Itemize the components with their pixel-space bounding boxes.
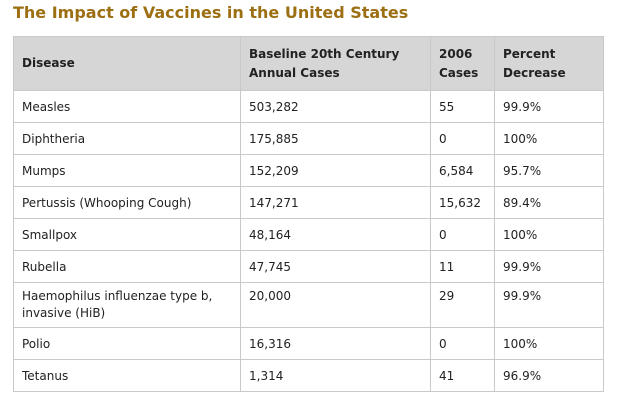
percent-decrease-cell: 96.9% bbox=[494, 359, 604, 392]
disease-cell: Measles bbox=[13, 90, 241, 123]
cases-2006-cell: 11 bbox=[430, 250, 495, 283]
cases-2006-cell: 6,584 bbox=[430, 154, 495, 187]
percent-decrease-cell: 89.4% bbox=[494, 186, 604, 219]
percent-decrease-cell: 99.9% bbox=[494, 90, 604, 123]
table-row: Polio 16,316 0 100% bbox=[13, 327, 604, 360]
page-title: The Impact of Vaccines in the United Sta… bbox=[13, 3, 409, 22]
baseline-cell: 20,000 bbox=[240, 282, 431, 328]
table-row: Smallpox 48,164 0 100% bbox=[13, 218, 604, 251]
percent-decrease-cell: 100% bbox=[494, 327, 604, 360]
cases-2006-cell: 55 bbox=[430, 90, 495, 123]
disease-cell: Haemophilus influenzae type b, invasive … bbox=[13, 282, 241, 328]
table-row: Mumps 152,209 6,584 95.7% bbox=[13, 154, 604, 187]
cases-2006-cell: 0 bbox=[430, 122, 495, 155]
table-row: Measles 503,282 55 99.9% bbox=[13, 90, 604, 123]
baseline-cell: 16,316 bbox=[240, 327, 431, 360]
header-2006-cases: 2006 Cases bbox=[430, 36, 495, 91]
cases-2006-cell: 15,632 bbox=[430, 186, 495, 219]
disease-cell: Polio bbox=[13, 327, 241, 360]
vaccine-impact-table: Disease Baseline 20th Century Annual Cas… bbox=[13, 36, 604, 392]
baseline-cell: 175,885 bbox=[240, 122, 431, 155]
table-row: Haemophilus influenzae type b, invasive … bbox=[13, 282, 604, 328]
baseline-cell: 152,209 bbox=[240, 154, 431, 187]
table-header-row: Disease Baseline 20th Century Annual Cas… bbox=[13, 36, 604, 91]
disease-cell: Smallpox bbox=[13, 218, 241, 251]
cases-2006-cell: 0 bbox=[430, 218, 495, 251]
baseline-cell: 503,282 bbox=[240, 90, 431, 123]
baseline-cell: 147,271 bbox=[240, 186, 431, 219]
header-percent-decrease: Percent Decrease bbox=[494, 36, 604, 91]
table-row: Diphtheria 175,885 0 100% bbox=[13, 122, 604, 155]
disease-cell: Rubella bbox=[13, 250, 241, 283]
baseline-cell: 47,745 bbox=[240, 250, 431, 283]
disease-cell: Diphtheria bbox=[13, 122, 241, 155]
percent-decrease-cell: 100% bbox=[494, 122, 604, 155]
cases-2006-cell: 41 bbox=[430, 359, 495, 392]
table-row: Rubella 47,745 11 99.9% bbox=[13, 250, 604, 283]
disease-cell: Mumps bbox=[13, 154, 241, 187]
cases-2006-cell: 0 bbox=[430, 327, 495, 360]
percent-decrease-cell: 99.9% bbox=[494, 282, 604, 328]
header-disease: Disease bbox=[13, 36, 241, 91]
baseline-cell: 48,164 bbox=[240, 218, 431, 251]
percent-decrease-cell: 100% bbox=[494, 218, 604, 251]
baseline-cell: 1,314 bbox=[240, 359, 431, 392]
table-row: Tetanus 1,314 41 96.9% bbox=[13, 359, 604, 392]
disease-cell: Pertussis (Whooping Cough) bbox=[13, 186, 241, 219]
percent-decrease-cell: 99.9% bbox=[494, 250, 604, 283]
table-row: Pertussis (Whooping Cough) 147,271 15,63… bbox=[13, 186, 604, 219]
percent-decrease-cell: 95.7% bbox=[494, 154, 604, 187]
cases-2006-cell: 29 bbox=[430, 282, 495, 328]
header-baseline-cases: Baseline 20th Century Annual Cases bbox=[240, 36, 431, 91]
disease-cell: Tetanus bbox=[13, 359, 241, 392]
